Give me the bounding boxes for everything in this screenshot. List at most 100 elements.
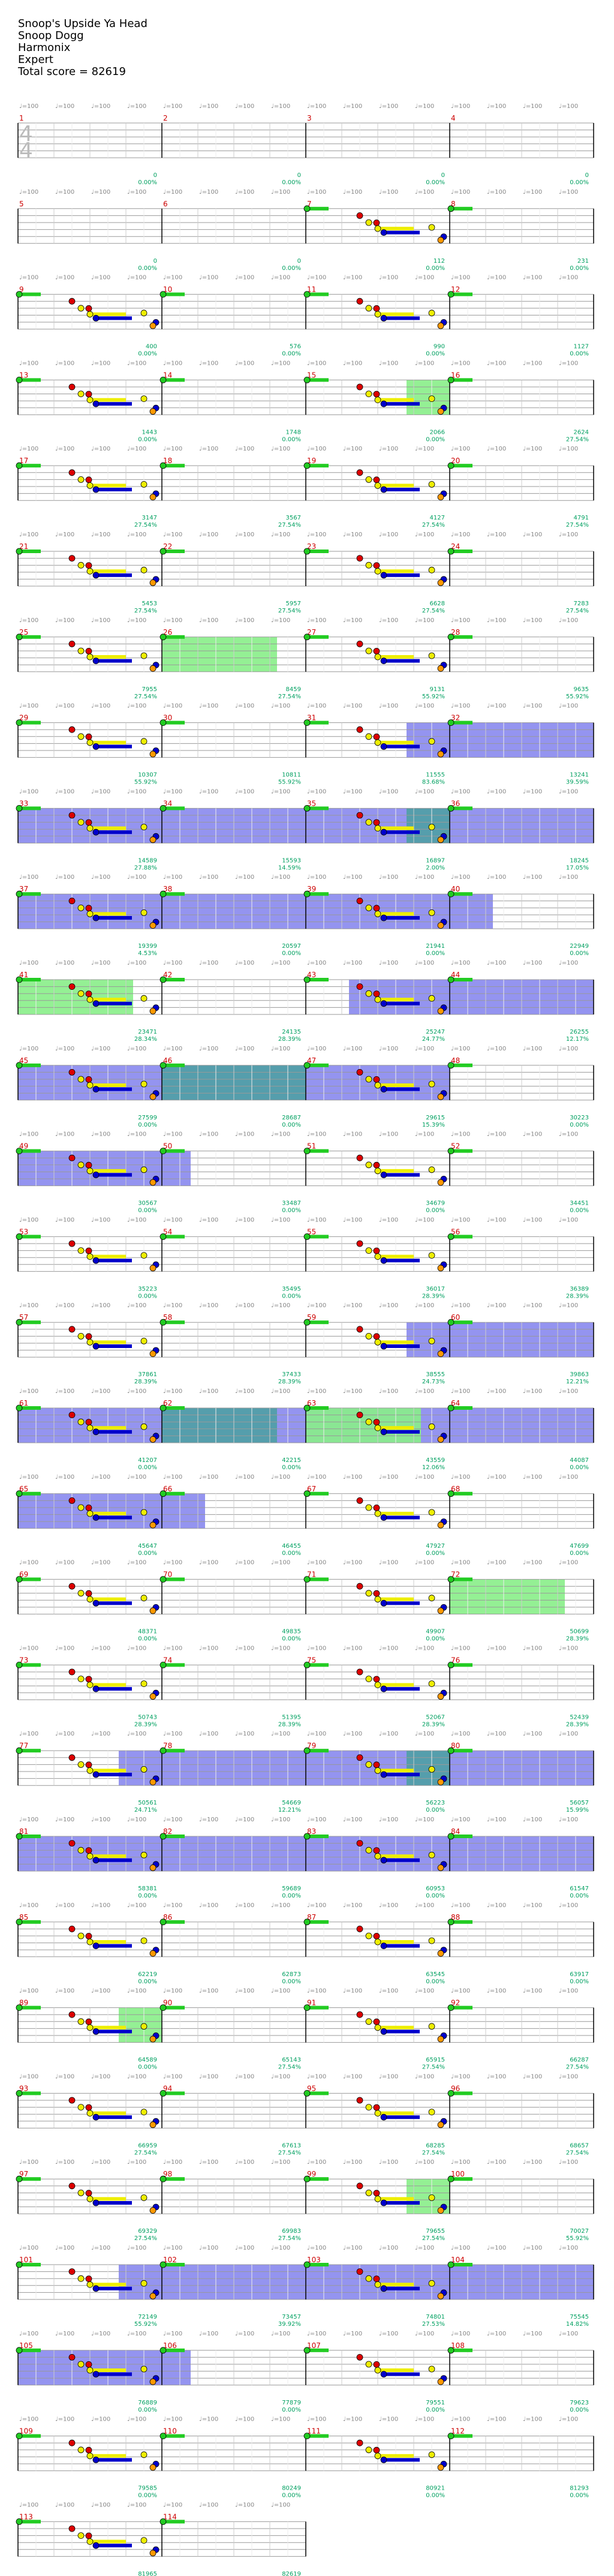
yellow-note xyxy=(77,2018,85,2025)
green-sustain xyxy=(306,292,329,296)
tempo-marker: ♩=100 xyxy=(523,2073,542,2080)
red-note xyxy=(85,1419,92,1426)
yellow-note xyxy=(365,476,372,483)
tempo-marker: ♩=100 xyxy=(307,1388,326,1395)
tempo-marker: ♩=100 xyxy=(271,275,290,281)
orange-note xyxy=(149,408,156,415)
tempo-marker: ♩=100 xyxy=(55,2331,74,2337)
orange-note xyxy=(149,1265,156,1272)
measure-number: 38 xyxy=(163,885,172,893)
yellow-note xyxy=(77,1076,85,1083)
yellow-sustain xyxy=(378,312,414,316)
green-note xyxy=(16,1919,23,1926)
red-note xyxy=(68,1668,76,1676)
green-note xyxy=(16,1233,23,1240)
blue-note xyxy=(92,2456,100,2463)
tempo-marker: ♩=100 xyxy=(343,2416,362,2423)
yellow-note xyxy=(77,733,85,740)
tempo-marker: ♩=100 xyxy=(235,275,254,281)
yellow-note xyxy=(365,391,372,397)
blue-note xyxy=(380,400,387,407)
tempo-marker: ♩=100 xyxy=(127,1731,146,1737)
tempo-marker: ♩=100 xyxy=(19,1302,38,1309)
measure-score: 231 xyxy=(577,258,589,265)
tempo-marker: ♩=100 xyxy=(91,1217,110,1223)
green-note xyxy=(447,1233,455,1240)
green-sustain xyxy=(18,1749,41,1753)
yellow-note xyxy=(77,1332,85,1340)
measure-number: 111 xyxy=(307,2427,321,2436)
tempo-marker: ♩=100 xyxy=(415,1217,434,1223)
measure-percent: 27.54% xyxy=(422,522,445,529)
overdrive-section xyxy=(306,1408,421,1443)
tempo-marker: ♩=100 xyxy=(415,1046,434,1052)
measure-number: 106 xyxy=(163,2341,177,2350)
blue-note xyxy=(92,1172,100,1178)
measure-number: 80 xyxy=(451,1742,460,1750)
yellow-note xyxy=(140,481,148,488)
tempo-marker: ♩=100 xyxy=(451,2073,470,2080)
measure-percent: 0.00% xyxy=(426,2493,445,2499)
tempo-marker: ♩=100 xyxy=(379,874,398,881)
tempo-marker: ♩=100 xyxy=(235,360,254,367)
green-note xyxy=(303,2175,311,2182)
measure-percent: 0.00% xyxy=(282,1550,301,1557)
measure-number: 32 xyxy=(451,714,460,722)
tempo-marker: ♩=100 xyxy=(451,1302,470,1309)
green-note xyxy=(303,634,311,641)
measure-number: 73 xyxy=(19,1656,28,1664)
measure-percent: 0.00% xyxy=(282,1636,301,1643)
measure-percent: 0.00% xyxy=(282,950,301,957)
tempo-marker: ♩=100 xyxy=(235,2502,254,2508)
measure-percent: 27.54% xyxy=(566,2064,589,2071)
yellow-note xyxy=(86,2024,94,2031)
tempo-marker: ♩=100 xyxy=(487,874,506,881)
orange-note xyxy=(437,2121,444,2128)
measure-score: 576 xyxy=(290,344,301,350)
yellow-sustain xyxy=(378,1254,414,1259)
yellow-note xyxy=(374,739,381,746)
tempo-marker: ♩=100 xyxy=(451,360,470,367)
measure-number: 72 xyxy=(451,1571,460,1579)
tempo-marker: ♩=100 xyxy=(415,189,434,196)
measure-percent: 83.68% xyxy=(422,779,445,786)
measure-percent: 12.06% xyxy=(422,1464,445,1471)
green-sustain xyxy=(306,1577,329,1581)
red-note xyxy=(85,2018,92,2025)
measure-number: 74 xyxy=(163,1656,172,1664)
red-note xyxy=(68,983,76,990)
green-note xyxy=(303,1576,311,1583)
green-sustain xyxy=(18,978,41,981)
yellow-note xyxy=(428,2280,435,2287)
tempo-marker: ♩=100 xyxy=(379,1645,398,1652)
tempo-marker: ♩=100 xyxy=(559,275,578,281)
tempo-marker: ♩=100 xyxy=(199,189,218,196)
tempo-marker: ♩=100 xyxy=(163,275,182,281)
green-note xyxy=(159,2261,167,2268)
green-note xyxy=(447,291,455,298)
red-note xyxy=(356,2097,363,2104)
yellow-note xyxy=(77,1932,85,1939)
measure-number: 4 xyxy=(451,114,456,122)
green-note xyxy=(303,976,311,983)
green-note xyxy=(159,1404,167,1412)
yellow-sustain xyxy=(90,1512,126,1515)
measure-score: 0 xyxy=(154,258,157,265)
tempo-marker: ♩=100 xyxy=(19,360,38,367)
measure-percent: 27.54% xyxy=(566,522,589,529)
yellow-sustain xyxy=(378,398,414,402)
measure-score: 30223 xyxy=(570,1115,589,1121)
measure-score: 400 xyxy=(146,344,157,350)
tempo-marker: ♩=100 xyxy=(235,532,254,538)
measure-score: 0 xyxy=(154,172,157,179)
yellow-sustain xyxy=(378,1769,414,1773)
tempo-marker: ♩=100 xyxy=(379,360,398,367)
measure-percent: 0.00% xyxy=(426,1636,445,1643)
red-note xyxy=(68,383,76,391)
yellow-sustain xyxy=(378,1854,414,1859)
tempo-marker: ♩=100 xyxy=(559,1902,578,1909)
orange-note xyxy=(437,2292,444,2299)
yellow-note xyxy=(374,825,381,831)
measure-number: 86 xyxy=(163,1913,172,1922)
measure-number: 46 xyxy=(163,1056,172,1065)
